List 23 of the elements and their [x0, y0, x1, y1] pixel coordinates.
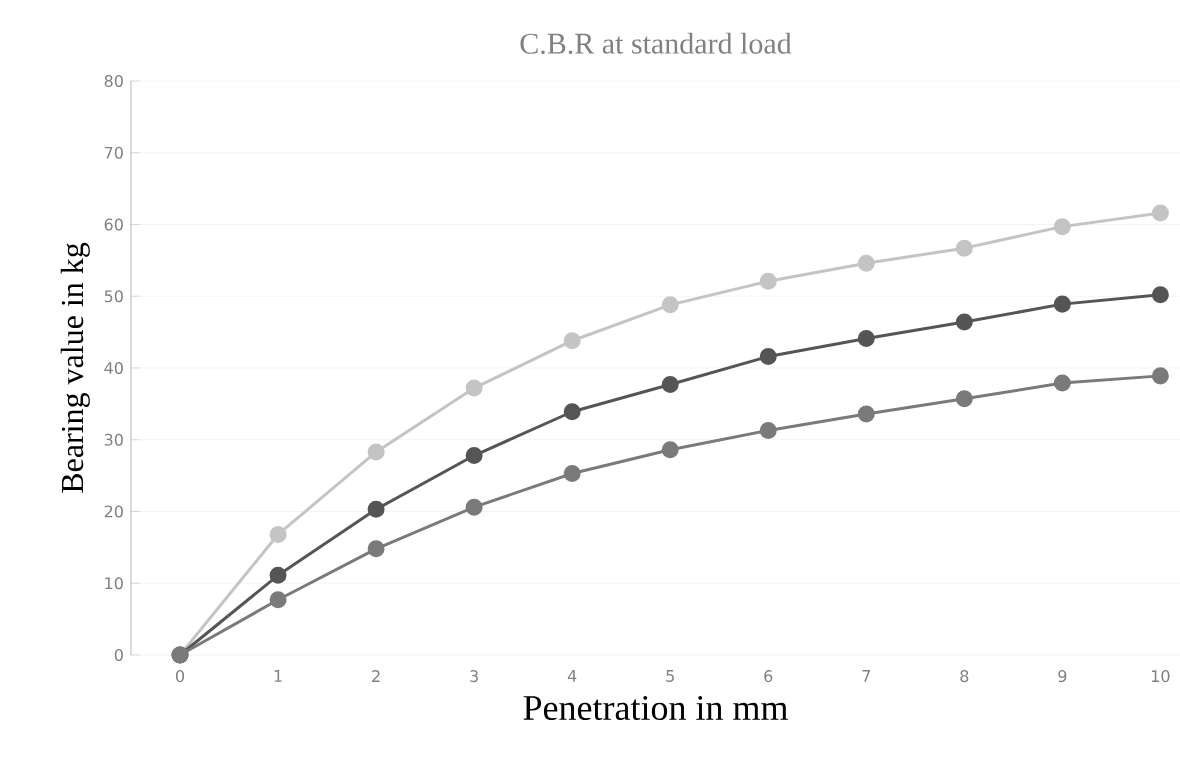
y-tick-label: 30: [104, 433, 123, 446]
x-tick-label: 8: [960, 670, 969, 683]
x-tick-label: 0: [176, 670, 185, 683]
x-tick-label: 5: [666, 670, 674, 682]
y-tick-label: 70: [104, 146, 123, 159]
y-tick-label: 60: [104, 218, 123, 231]
x-tick-label: 1: [274, 670, 282, 682]
x-tick-label: 2: [372, 670, 380, 682]
y-tick-label: 0: [114, 648, 123, 662]
y-tick-label: 50: [104, 290, 123, 303]
x-tick-label: 7: [862, 670, 871, 682]
y-tick-label: 10: [105, 577, 123, 590]
x-tick-label: 6: [764, 670, 773, 683]
x-axis-title: Penetration in mm: [523, 695, 788, 721]
x-tick-label: 9: [1058, 670, 1067, 683]
chart-title: C.B.R at standard load: [520, 32, 792, 54]
y-axis-title: Bearing value in kg: [60, 242, 90, 493]
y-tick-label: 80: [104, 74, 123, 88]
y-tick-label: 40: [104, 361, 123, 375]
x-tick-label: 3: [470, 670, 478, 683]
x-tick-label: 10: [1151, 670, 1170, 683]
x-tick-label: 4: [567, 670, 577, 682]
y-tick-label: 20: [104, 505, 123, 518]
